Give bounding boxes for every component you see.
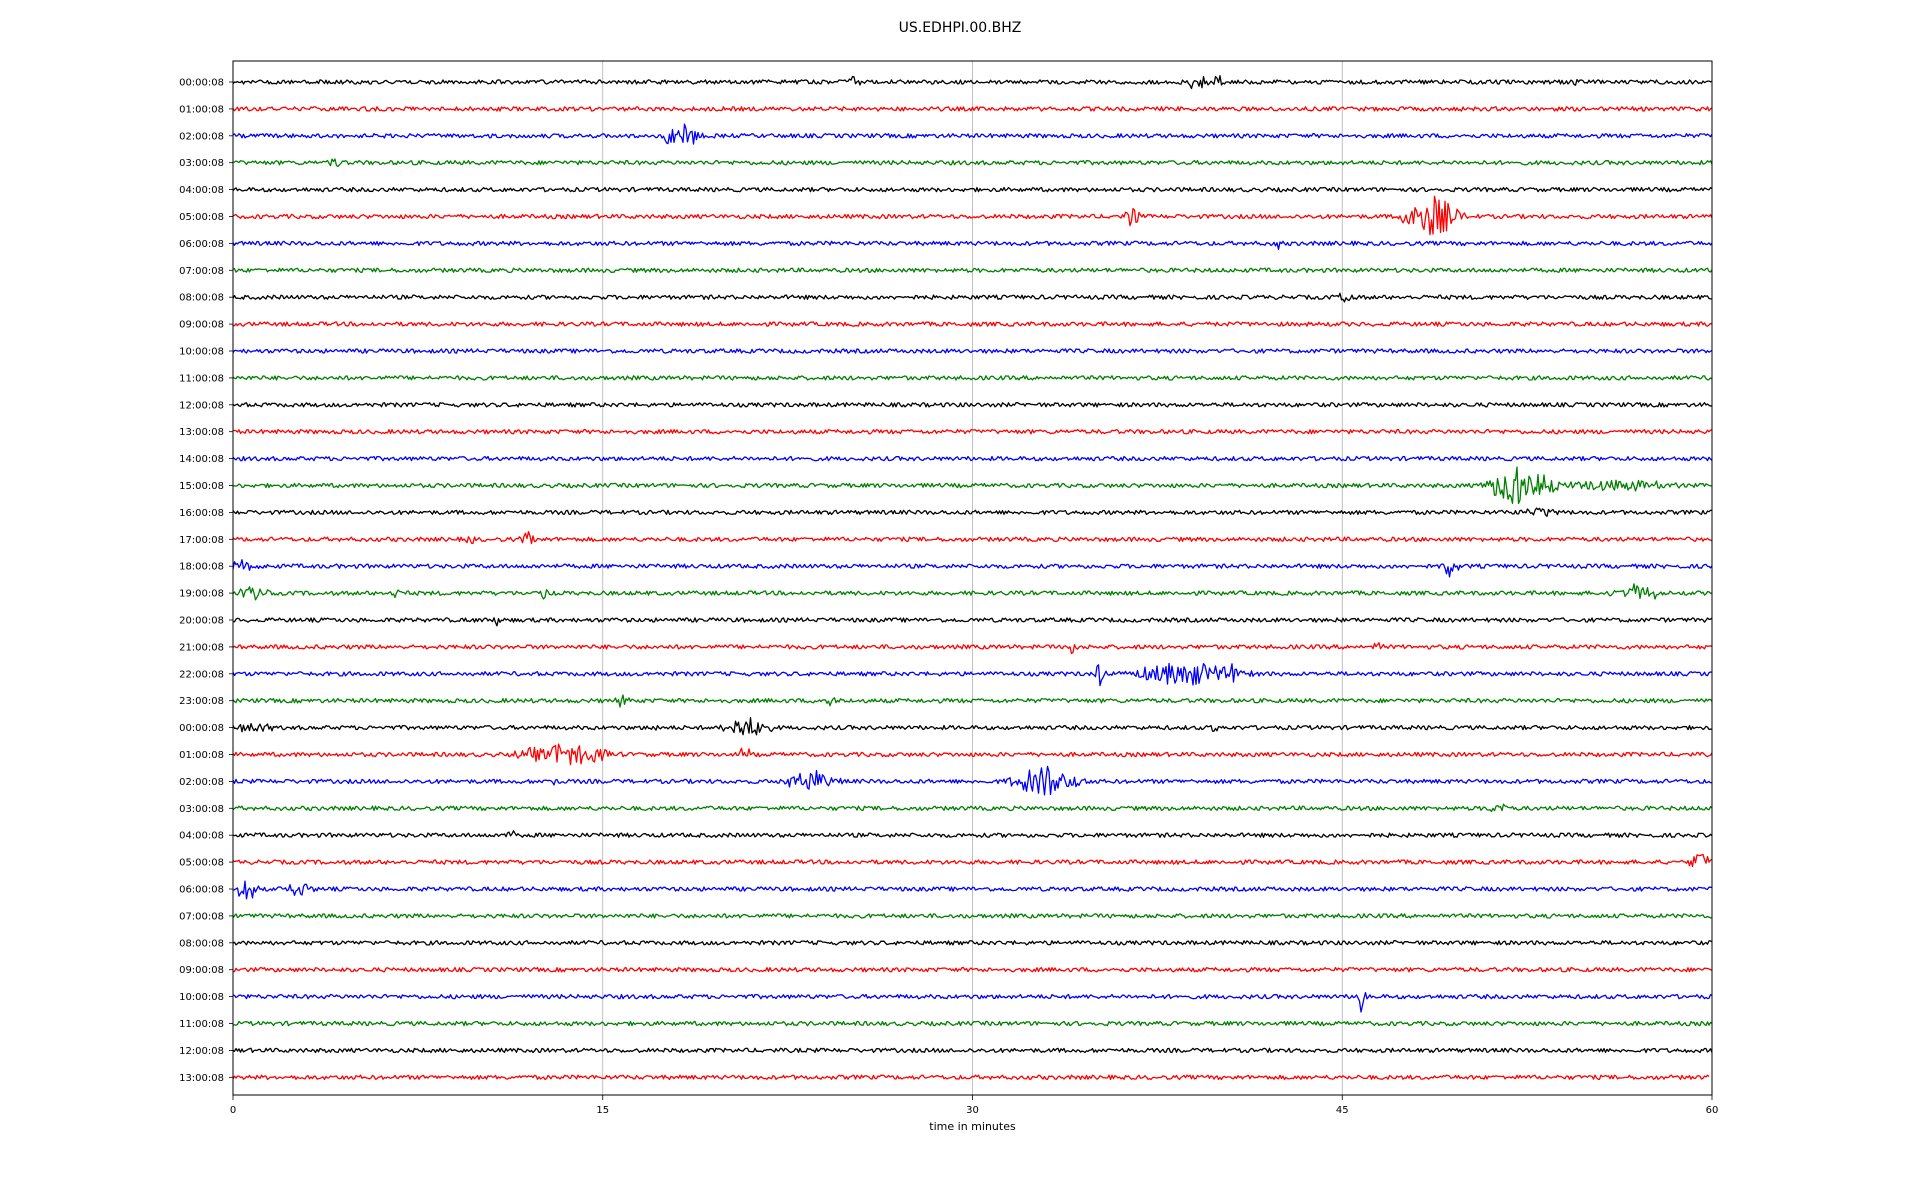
row-time-label: 15:00:08 — [179, 481, 224, 492]
seismic-trace — [232, 765, 1713, 796]
seismic-trace — [232, 267, 1713, 274]
row-time-label: 03:00:08 — [179, 158, 224, 169]
traces-layer — [232, 75, 1713, 1081]
seismic-trace — [232, 830, 1713, 838]
row-time-label: 12:00:08 — [179, 1046, 224, 1057]
seismic-trace — [232, 292, 1712, 303]
x-tick-label: 15 — [596, 1105, 609, 1116]
seismic-trace — [232, 966, 1713, 973]
row-time-label: 22:00:08 — [179, 669, 224, 680]
row-time-label: 02:00:08 — [179, 131, 224, 142]
row-time-label: 04:00:08 — [179, 185, 224, 196]
seismic-trace — [232, 507, 1713, 517]
row-time-label: 19:00:08 — [179, 589, 224, 600]
row-labels-layer: 00:00:08 01:00:08 02:00:08 03:00:08 04:00:08… — [179, 78, 233, 1084]
row-time-label: 08:00:08 — [179, 938, 224, 949]
row-time-label: 21:00:08 — [179, 642, 224, 653]
seismic-trace — [232, 583, 1712, 601]
seismic-trace — [232, 466, 1712, 505]
seismic-trace — [232, 428, 1713, 435]
x-tick-label: 60 — [1706, 1105, 1719, 1116]
row-time-label: 05:00:08 — [179, 858, 224, 869]
row-time-label: 08:00:08 — [179, 293, 224, 304]
seismic-trace — [232, 402, 1713, 408]
row-time-label: 07:00:08 — [179, 911, 224, 922]
row-time-label: 16:00:08 — [179, 508, 224, 519]
seismic-trace — [232, 106, 1713, 112]
row-time-label: 11:00:08 — [179, 373, 224, 384]
row-time-label: 10:00:08 — [179, 347, 224, 358]
seismic-trace — [232, 662, 1713, 687]
seismic-trace — [232, 694, 1713, 708]
x-axis-layer: 0 15 30 45 60 — [230, 1095, 1719, 1116]
row-time-label: 06:00:08 — [179, 885, 224, 896]
row-time-label: 01:00:08 — [179, 104, 224, 115]
seismic-trace — [232, 617, 1713, 627]
seismic-trace — [232, 743, 1713, 766]
x-axis-label: time in minutes — [929, 1120, 1016, 1133]
seismic-trace — [232, 642, 1713, 655]
seismic-trace — [232, 531, 1713, 545]
plot-frame — [232, 60, 1713, 1096]
row-time-label: 20:00:08 — [179, 616, 224, 627]
seismic-trace — [232, 123, 1713, 145]
row-time-label: 02:00:08 — [179, 777, 224, 788]
seismic-trace — [232, 455, 1713, 462]
seismic-trace — [232, 803, 1713, 813]
row-time-label: 01:00:08 — [179, 750, 224, 761]
row-time-label: 17:00:08 — [179, 535, 224, 546]
seismic-trace — [232, 913, 1713, 919]
seismic-trace — [232, 158, 1713, 168]
seismic-trace — [232, 1074, 1710, 1081]
seismic-trace — [232, 853, 1713, 868]
row-time-label: 03:00:08 — [179, 804, 224, 815]
row-time-label: 09:00:08 — [179, 965, 224, 976]
seismic-trace — [232, 240, 1713, 250]
chart-title: US.EDHPI.00.BHZ — [898, 20, 1022, 36]
row-time-label: 00:00:08 — [179, 78, 224, 89]
seismic-trace — [232, 559, 1713, 578]
seismic-trace — [232, 1047, 1713, 1054]
seismic-trace — [232, 991, 1713, 1013]
row-time-label: 07:00:08 — [179, 266, 224, 277]
row-time-label: 18:00:08 — [179, 562, 224, 573]
seismic-trace — [232, 717, 1713, 736]
row-time-label: 06:00:08 — [179, 239, 224, 250]
seismic-trace — [232, 1020, 1713, 1027]
row-time-label: 12:00:08 — [179, 400, 224, 411]
seismic-trace — [232, 348, 1713, 354]
row-time-label: 05:00:08 — [179, 212, 224, 223]
grid-layer — [602, 61, 1343, 1095]
seismic-trace — [232, 321, 1713, 327]
row-time-label: 09:00:08 — [179, 320, 224, 331]
x-tick-label: 45 — [1336, 1105, 1349, 1116]
row-time-label: 23:00:08 — [179, 696, 224, 707]
seismic-trace — [232, 195, 1713, 236]
seismic-trace — [232, 940, 1713, 946]
x-tick-label: 30 — [966, 1105, 979, 1116]
row-time-label: 11:00:08 — [179, 1019, 224, 1030]
row-time-label: 10:00:08 — [179, 992, 224, 1003]
x-tick-label: 0 — [230, 1105, 236, 1116]
seismic-trace — [232, 75, 1713, 90]
seismic-trace — [232, 375, 1713, 381]
seismic-trace — [232, 186, 1713, 193]
row-time-label: 13:00:08 — [179, 1073, 224, 1084]
row-time-label: 00:00:08 — [179, 723, 224, 734]
seismic-trace — [232, 880, 1712, 900]
row-time-label: 04:00:08 — [179, 831, 224, 842]
row-time-label: 14:00:08 — [179, 454, 224, 465]
row-time-label: 13:00:08 — [179, 427, 224, 438]
